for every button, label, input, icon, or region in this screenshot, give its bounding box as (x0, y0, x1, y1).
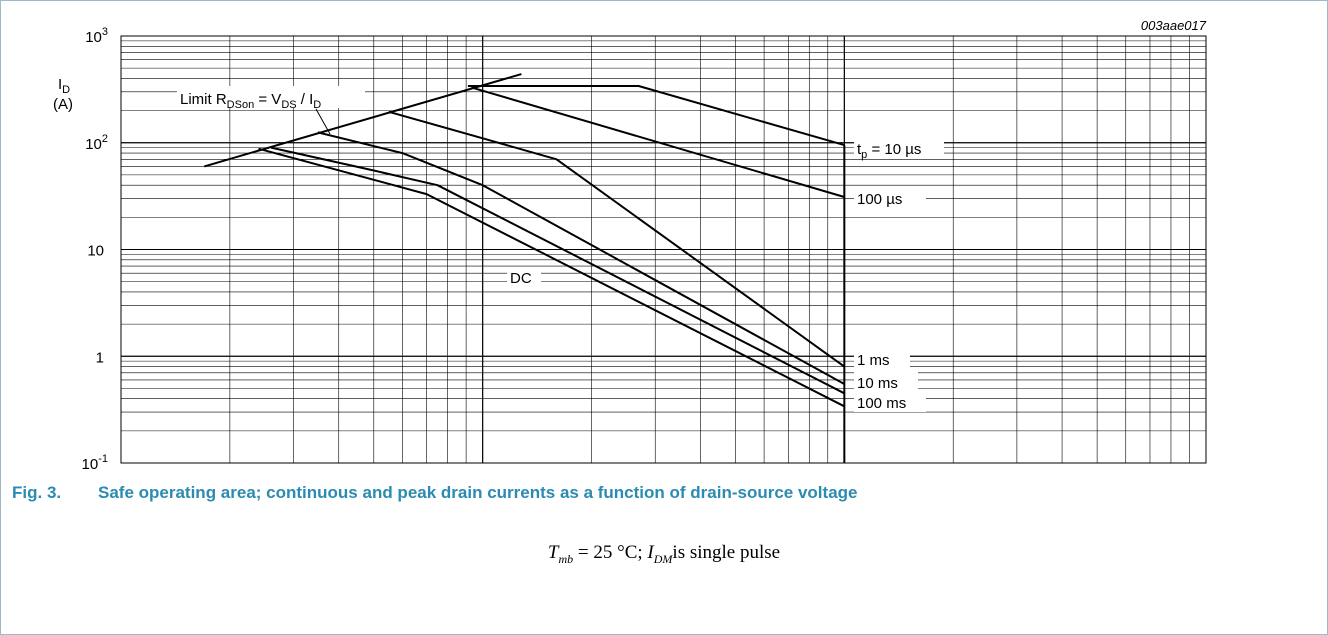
curve-dc (258, 147, 845, 408)
dc-label: DC (510, 270, 532, 287)
ms10-label-background (854, 372, 918, 392)
current-symbol: I (647, 542, 654, 563)
test-conditions: Tmb = 25 °C; IDMis single pulse (0, 542, 1328, 567)
curve-1-ms (388, 110, 845, 368)
y-axis-label: ID (58, 76, 70, 96)
us100-label-background (854, 188, 926, 208)
dc-label-background (507, 267, 541, 287)
y-tick-label: 10-1 (82, 453, 108, 473)
limit-leader-line (315, 108, 331, 135)
y-tick-label: 103 (85, 26, 108, 46)
curve-100-ms (270, 146, 845, 395)
ms10-label: 10 ms (857, 375, 898, 392)
tp-10us-label: tp = 10 µs (857, 141, 921, 161)
chart-code: 003aae017 (1141, 18, 1207, 33)
limit-rdson-label-background (177, 86, 365, 108)
current-subscript: DM (653, 551, 673, 566)
pulse-note: is single pulse (672, 542, 781, 563)
tp-10us-label-background (854, 136, 944, 158)
figure-number: Fig. 3. (12, 483, 62, 502)
chart-grid (120, 35, 1207, 464)
curve-100-s (471, 86, 845, 198)
y-tick-label: 1 (96, 349, 104, 366)
plot-border (120, 35, 1207, 464)
temp-subscript: mb (558, 551, 574, 566)
figure-caption-text: Safe operating area; continuous and peak… (98, 483, 858, 502)
temp-value: = 25 °C; (573, 542, 648, 563)
us100-label: 100 µs (857, 191, 902, 208)
temp-symbol: T (547, 542, 559, 563)
curve-limit-rdson-vds-id (204, 73, 522, 168)
ms1-label-background (854, 349, 910, 369)
ms100-label: 100 ms (857, 395, 906, 412)
ms1-label: 1 ms (857, 352, 890, 369)
y-axis-unit: (A) (53, 96, 73, 113)
curve-10-ms (317, 131, 845, 385)
figure-caption: Fig. 3. Safe operating area; continuous a… (12, 483, 858, 503)
chart-curves (204, 73, 846, 463)
ms100-label-background (854, 392, 926, 412)
y-tick-label: 10 (87, 243, 104, 260)
y-tick-label: 102 (85, 133, 108, 153)
limit-rdson-label: Limit RDSon = VDS / ID (180, 91, 321, 111)
curve-tp-10-s (467, 85, 845, 147)
